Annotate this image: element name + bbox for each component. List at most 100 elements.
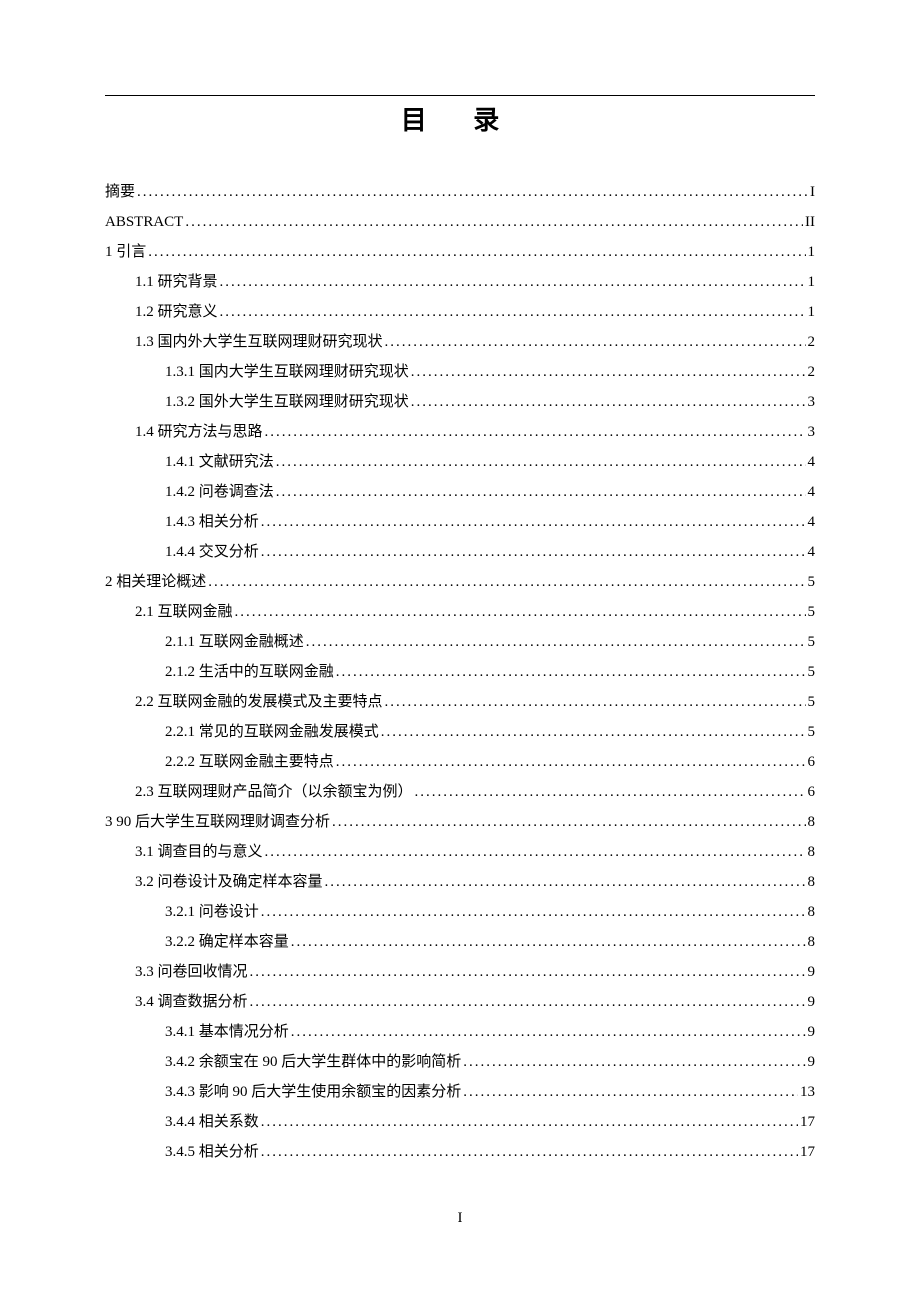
toc-entry: 3.4.5 相关分析17	[105, 1137, 815, 1167]
toc-leader-dots	[276, 477, 806, 507]
toc-entry: 3.2 问卷设计及确定样本容量8	[105, 867, 815, 897]
toc-label: 2.3 互联网理财产品简介（以余额宝为例）	[135, 777, 413, 807]
toc-leader-dots	[463, 1047, 805, 1077]
toc-page-number: 5	[808, 597, 816, 627]
toc-leader-dots	[261, 1137, 798, 1167]
toc-page-number: 8	[808, 837, 816, 867]
toc-leader-dots	[137, 177, 808, 207]
toc-page-number: 17	[800, 1107, 815, 1137]
toc-entry: 3.2.1 问卷设计 8	[105, 897, 815, 927]
toc-leader-dots	[291, 927, 806, 957]
toc-leader-dots	[411, 387, 806, 417]
toc-label: 1.1 研究背景	[135, 267, 218, 297]
toc-label: 1.4.3 相关分析	[165, 507, 259, 537]
toc-page-number: 5	[808, 687, 816, 717]
toc-label: 1.4 研究方法与思路	[135, 417, 263, 447]
toc-page-number: 8	[808, 927, 816, 957]
toc-label: 1 引言	[105, 237, 146, 267]
toc-entry: 2.1.1 互联网金融概述 5	[105, 627, 815, 657]
toc-page-number: 2	[808, 327, 816, 357]
toc-leader-dots	[261, 507, 806, 537]
toc-entry: 3.2.2 确定样本容量 8	[105, 927, 815, 957]
toc-entry: 1.3 国内外大学生互联网理财研究现状 2	[105, 327, 815, 357]
toc-entry: 1.1 研究背景 1	[105, 267, 815, 297]
toc-page-number: II	[805, 207, 815, 237]
toc-label: 2.1 互联网金融	[135, 597, 233, 627]
toc-label: 1.2 研究意义	[135, 297, 218, 327]
toc-page-number: 4	[808, 447, 816, 477]
toc-label: 3.2 问卷设计及确定样本容量	[135, 867, 323, 897]
toc-entry: 3.4.1 基本情况分析 9	[105, 1017, 815, 1047]
page-wrapper: 目 录 摘要IABSTRACTII1 引言11.1 研究背景11.2 研究意义1…	[105, 100, 815, 1282]
toc-entry: 1.3.1 国内大学生互联网理财研究现状 2	[105, 357, 815, 387]
toc-leader-dots	[235, 597, 806, 627]
toc-label: 3 90 后大学生互联网理财调查分析	[105, 807, 330, 837]
toc-entry: 1.3.2 国外大学生互联网理财研究现状 3	[105, 387, 815, 417]
toc-entry: 1.4 研究方法与思路 3	[105, 417, 815, 447]
toc-label: 2.2.2 互联网金融主要特点	[165, 747, 334, 777]
toc-page-number: 6	[808, 747, 816, 777]
toc-leader-dots	[411, 357, 806, 387]
toc-label: 3.1 调查目的与意义	[135, 837, 263, 867]
toc-page-number: 8	[808, 897, 816, 927]
toc-page-number: 3	[808, 387, 816, 417]
toc-label: 3.4.4 相关系数	[165, 1107, 259, 1137]
toc-page-number: 17	[800, 1137, 815, 1167]
toc-page-number: 9	[808, 987, 816, 1017]
toc-label: 1.4.4 交叉分析	[165, 537, 259, 567]
toc-leader-dots	[325, 867, 806, 897]
toc-entry: 3.3 问卷回收情况9	[105, 957, 815, 987]
toc-page-number: 9	[808, 1017, 816, 1047]
toc-leader-dots	[276, 447, 806, 477]
toc-leader-dots	[265, 417, 806, 447]
page-title: 目 录	[105, 100, 815, 137]
toc-entry: ABSTRACT II	[105, 207, 815, 237]
toc-entry: 1.4.2 问卷调查法4	[105, 477, 815, 507]
toc-entry: 2.2 互联网金融的发展模式及主要特点 5	[105, 687, 815, 717]
toc-label: 1.3.1 国内大学生互联网理财研究现状	[165, 357, 409, 387]
toc-entry: 3.4 调查数据分析 9	[105, 987, 815, 1017]
toc-label: 2.2.1 常见的互联网金融发展模式	[165, 717, 379, 747]
toc-leader-dots	[208, 567, 805, 597]
toc-entry: 2.3 互联网理财产品简介（以余额宝为例） 6	[105, 777, 815, 807]
toc-leader-dots	[261, 537, 806, 567]
toc-label: 3.4 调查数据分析	[135, 987, 248, 1017]
toc-label: 2.2 互联网金融的发展模式及主要特点	[135, 687, 383, 717]
toc-label: 1.4.1 文献研究法	[165, 447, 274, 477]
toc-label: 3.2.2 确定样本容量	[165, 927, 289, 957]
toc-leader-dots	[265, 837, 806, 867]
toc-leader-dots	[250, 957, 806, 987]
toc-entry: 摘要 I	[105, 177, 815, 207]
toc-page-number: 1	[808, 267, 816, 297]
toc-page-number: 4	[808, 537, 816, 567]
toc-leader-dots	[415, 777, 806, 807]
toc-label: 1.3 国内外大学生互联网理财研究现状	[135, 327, 383, 357]
toc-page-number: 2	[808, 357, 816, 387]
toc-label: 1.3.2 国外大学生互联网理财研究现状	[165, 387, 409, 417]
toc-page-number: 5	[808, 717, 816, 747]
toc-label: 3.4.2 余额宝在 90 后大学生群体中的影响简析	[165, 1047, 461, 1077]
toc-label: 3.2.1 问卷设计	[165, 897, 259, 927]
toc-label: 2.1.1 互联网金融概述	[165, 627, 304, 657]
toc-label: 3.4.3 影响 90 后大学生使用余额宝的因素分析	[165, 1077, 461, 1107]
toc-leader-dots	[463, 1077, 798, 1107]
toc-page-number: 5	[808, 627, 816, 657]
toc-page-number: 1	[808, 297, 816, 327]
toc-entry: 2 相关理论概述5	[105, 567, 815, 597]
toc-entry: 3.4.2 余额宝在 90 后大学生群体中的影响简析9	[105, 1047, 815, 1077]
toc-label: 3.3 问卷回收情况	[135, 957, 248, 987]
toc-label: ABSTRACT	[105, 207, 183, 237]
toc-page-number: I	[810, 177, 815, 207]
toc-leader-dots	[261, 1107, 798, 1137]
toc-entry: 1 引言1	[105, 237, 815, 267]
toc-entry: 3.1 调查目的与意义 8	[105, 837, 815, 867]
toc-entry: 2.1.2 生活中的互联网金融5	[105, 657, 815, 687]
toc-label: 3.4.1 基本情况分析	[165, 1017, 289, 1047]
toc-page-number: 5	[808, 657, 816, 687]
toc-page-number: 3	[808, 417, 816, 447]
toc-label: 摘要	[105, 177, 135, 207]
toc-page-number: 6	[808, 777, 816, 807]
toc-container: 摘要IABSTRACTII1 引言11.1 研究背景11.2 研究意义11.3 …	[105, 177, 815, 1167]
toc-label: 2 相关理论概述	[105, 567, 206, 597]
toc-leader-dots	[306, 627, 806, 657]
